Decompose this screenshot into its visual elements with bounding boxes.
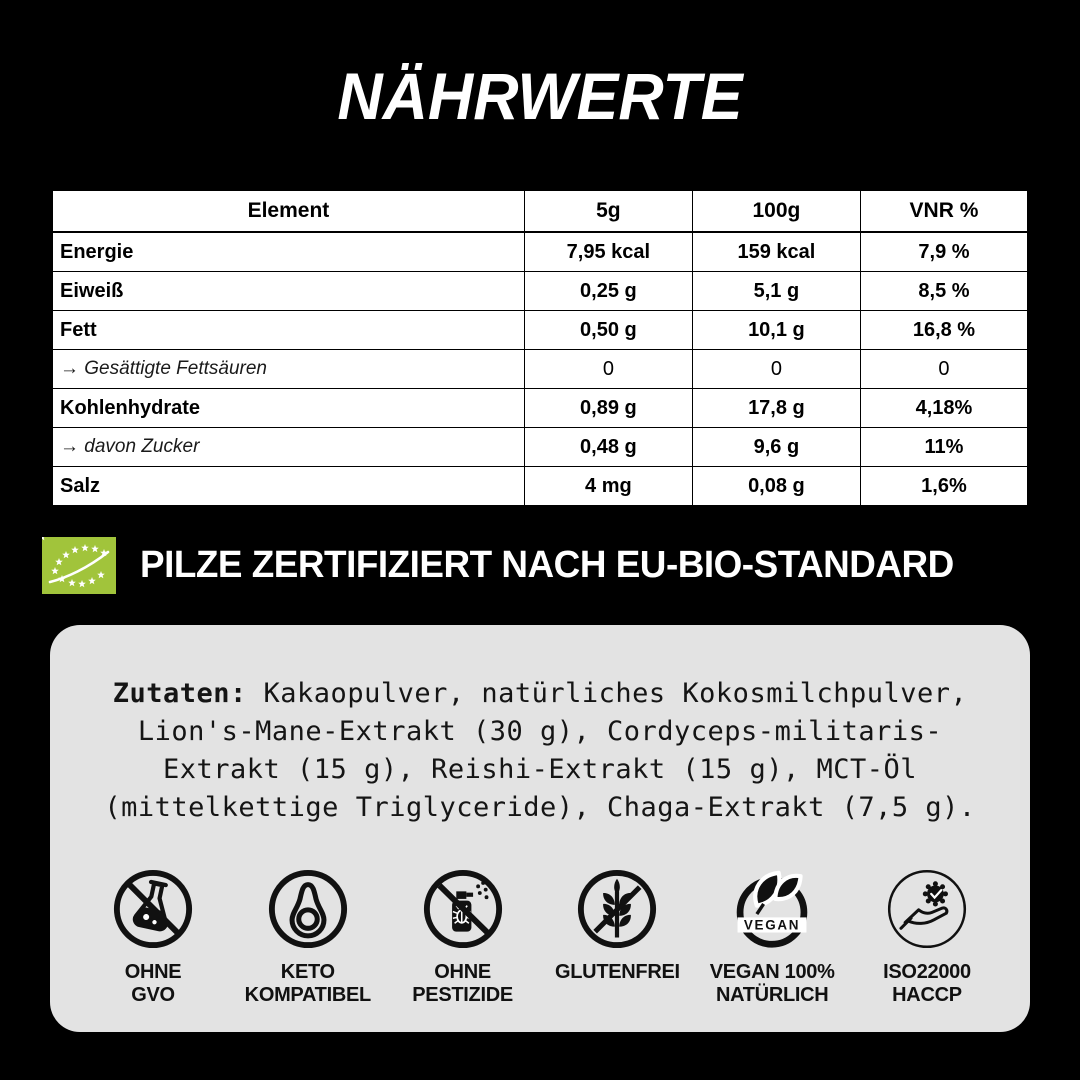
gluten-free-wheat-icon — [578, 869, 657, 949]
table-row: Energie 7,95 kcal 159 kcal 7,9 % — [51, 231, 1030, 272]
column-header-vnr: VNR % — [859, 189, 1030, 233]
badge-label: OHNE PESTIZIDE — [412, 961, 513, 1006]
value-5g: 0,48 g — [523, 427, 693, 467]
badge-label: OHNE GVO — [124, 961, 182, 1006]
badge-label: VEGAN 100% NATÜRLICH — [709, 961, 835, 1006]
ingredients-body: Kakaopulver, natürliches Kokosmilchpulve… — [104, 678, 976, 823]
vegan-leaves-icon: VEGAN — [736, 870, 808, 948]
iso-hand-gear-icon — [887, 869, 967, 949]
row-label: Fett — [51, 310, 525, 350]
table-row: Fett 0,50 g 10,1 g 16,8 % — [51, 310, 1030, 350]
page-title: NÄHRWERTE — [337, 59, 743, 133]
row-label: → davon Zucker — [51, 427, 525, 467]
bio-certification-banner: PILZE ZERTIFIZIERT NACH EU-BIO-STANDARD — [42, 536, 979, 594]
badges-row: OHNE GVO KETO KOMPATIBEL — [76, 867, 1004, 1007]
value-vnr: 8,5 % — [859, 271, 1030, 311]
column-header-5g: 5g — [523, 189, 693, 233]
badge-keto: KETO KOMPATIBEL — [231, 867, 385, 1007]
value-100g: 159 kcal — [691, 231, 861, 272]
value-100g: 10,1 g — [691, 310, 861, 350]
badge-gluten-free: GLUTENFREI — [540, 867, 694, 1007]
value-5g: 7,95 kcal — [523, 231, 693, 272]
badge-label: KETO KOMPATIBEL — [244, 961, 372, 1006]
table-subrow: → davon Zucker 0,48 g 9,6 g 11% — [51, 427, 1030, 467]
value-vnr: 4,18% — [859, 388, 1030, 428]
value-5g: 0,50 g — [523, 310, 693, 350]
nutrition-table: Element 5g 100g VNR % Energie 7,95 kcal … — [50, 188, 1030, 508]
value-vnr: 11% — [859, 427, 1030, 467]
vegan-badge-text: VEGAN — [744, 918, 800, 933]
value-5g: 0,25 g — [523, 271, 693, 311]
value-100g: 0,08 g — [691, 466, 861, 507]
eu-organic-leaf-icon — [42, 536, 116, 594]
badge-label: ISO22000 HACCP — [883, 961, 971, 1006]
value-vnr: 0 — [859, 349, 1030, 389]
row-label: Salz — [51, 466, 525, 507]
value-vnr: 16,8 % — [859, 310, 1030, 350]
table-header-row: Element 5g 100g VNR % — [51, 189, 1030, 233]
badge-vegan: VEGAN VEGAN 100% NATÜRLICH — [695, 867, 849, 1007]
column-header-element: Element — [51, 189, 525, 233]
value-100g: 9,6 g — [691, 427, 861, 467]
row-label: Eiweiß — [51, 271, 525, 311]
row-label: Energie — [51, 231, 525, 272]
table-subrow: → Gesättigte Fettsäuren 0 0 0 — [51, 349, 1030, 389]
value-vnr: 7,9 % — [859, 231, 1030, 272]
value-vnr: 1,6% — [859, 466, 1030, 507]
table-row: Kohlenhydrate 0,89 g 17,8 g 4,18% — [51, 388, 1030, 428]
row-label: Kohlenhydrate — [51, 388, 525, 428]
bio-banner-text: PILZE ZERTIFIZIERT NACH EU-BIO-STANDARD — [140, 543, 954, 586]
column-header-100g: 100g — [691, 189, 861, 233]
badge-label: GLUTENFREI — [555, 961, 680, 983]
table-row: Eiweiß 0,25 g 5,1 g 8,5 % — [51, 271, 1030, 311]
ingredients-card: Zutaten: Kakaopulver, natürliches Kokosm… — [50, 625, 1030, 1032]
value-5g: 4 mg — [523, 466, 693, 507]
value-100g: 17,8 g — [691, 388, 861, 428]
value-100g: 0 — [691, 349, 861, 389]
badge-iso-haccp: ISO22000 HACCP — [850, 867, 1004, 1007]
ingredients-label: Zutaten: — [112, 678, 247, 709]
ingredients-text: Zutaten: Kakaopulver, natürliches Kokosm… — [88, 675, 992, 827]
badge-no-gmo: OHNE GVO — [76, 867, 230, 1007]
no-gmo-flask-icon — [113, 869, 193, 949]
table-row: Salz 4 mg 0,08 g 1,6% — [51, 466, 1030, 507]
value-5g: 0 — [523, 349, 693, 389]
value-100g: 5,1 g — [691, 271, 861, 311]
keto-avocado-icon — [268, 869, 347, 949]
value-5g: 0,89 g — [523, 388, 693, 428]
no-pesticides-spray-icon — [423, 869, 502, 949]
row-label: → Gesättigte Fettsäuren — [51, 349, 525, 389]
badge-no-pesticides: OHNE PESTIZIDE — [386, 867, 540, 1007]
